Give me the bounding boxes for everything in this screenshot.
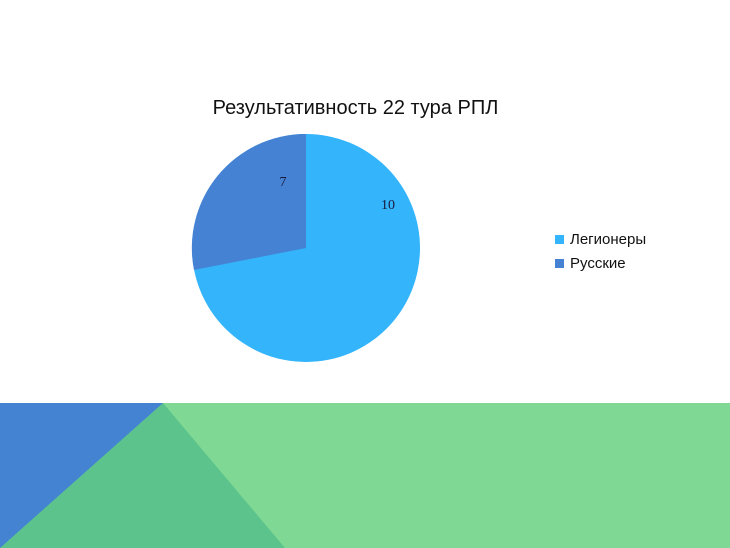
chart-title: Результативность 22 тура РПЛ: [0, 97, 730, 120]
legend-label: Русские: [570, 254, 626, 272]
chart-legend: Легионеры Русские: [555, 227, 646, 275]
legend-swatch-icon: [555, 234, 564, 244]
footer-blue-triangle: [0, 403, 163, 548]
data-label-legionery: 10: [381, 198, 395, 213]
footer-green-triangle: [0, 403, 285, 548]
legend-swatch-icon: [555, 258, 564, 268]
pie-chart: 10 7: [191, 133, 420, 362]
data-label-russkie: 7: [280, 175, 287, 190]
legend-item-legionery: Легионеры: [555, 227, 646, 251]
chart-title-text: Результативность 22 тура РПЛ: [212, 97, 499, 119]
legend-label: Легионеры: [570, 230, 647, 248]
pie-slice-russkie: [191, 133, 306, 270]
decorative-footer-band: [0, 403, 730, 548]
legend-item-russkie: Русские: [555, 251, 646, 275]
